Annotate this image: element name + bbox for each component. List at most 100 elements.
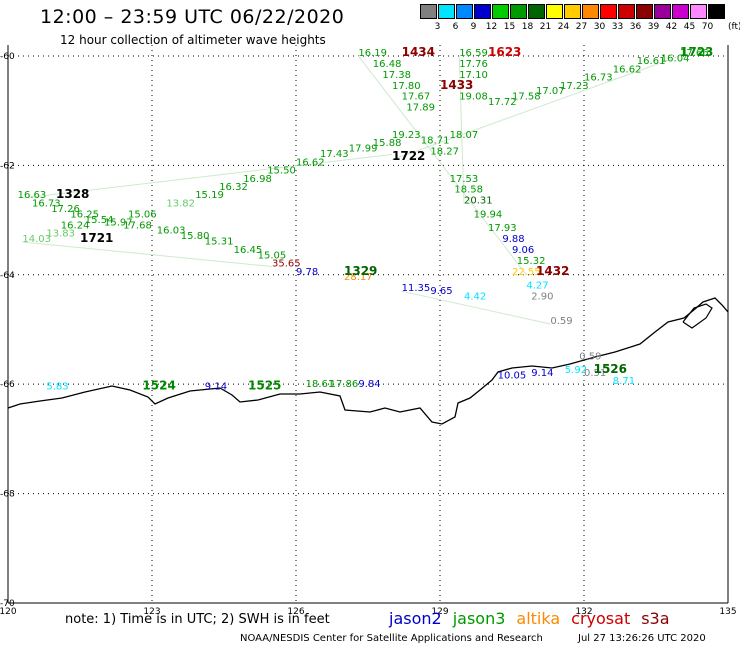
wave-height-value: 15.32 xyxy=(517,256,546,267)
wave-height-value: 16.98 xyxy=(243,174,272,185)
legend-label: 6 xyxy=(452,22,459,32)
wave-height-value: 17.72 xyxy=(488,97,517,108)
wave-height-value: 17.89 xyxy=(406,103,435,114)
pass-time-label: 1434 xyxy=(402,45,435,59)
wave-height-value: 16.62 xyxy=(613,64,642,75)
wave-height-value: 16.73 xyxy=(32,198,61,209)
satellite-key: jason2 jason3 altika cryosat s3a xyxy=(389,609,681,628)
satellite-track xyxy=(22,241,273,268)
wave-height-value: 13.83 xyxy=(46,228,75,239)
pass-time-label: 1432 xyxy=(536,264,569,278)
wave-height-value: 16.03 xyxy=(157,226,186,237)
wave-height-value: 17.53 xyxy=(450,174,479,185)
pass-time-label: 1721 xyxy=(80,231,113,245)
page-title: 12:00 – 23:59 UTC 06/22/2020 xyxy=(40,6,345,28)
wave-height-value: 18.61 xyxy=(306,379,335,390)
legend-swatch xyxy=(492,4,509,19)
wave-height-value: 28.17 xyxy=(344,272,373,283)
legend-swatch xyxy=(474,4,491,19)
wave-height-value: 0.59 xyxy=(550,316,572,327)
wave-height-value: 4.42 xyxy=(464,291,486,302)
wave-height-value: 5.92 xyxy=(565,365,587,376)
lat-tick-label: -70 xyxy=(0,599,15,609)
wave-height-value: 17.80 xyxy=(392,81,421,92)
wave-height-value: 5.83 xyxy=(46,382,68,393)
pass-time-label: 1328 xyxy=(56,187,89,201)
wave-height-value: 9.14 xyxy=(531,368,553,379)
wave-height-value: 16.19 xyxy=(358,48,387,59)
lon-tick-label: 135 xyxy=(719,607,736,617)
legend-label: 15 xyxy=(503,22,516,32)
wave-height-value: 19.94 xyxy=(474,209,503,220)
legend-swatch xyxy=(708,4,725,19)
wave-height-value: 16.25 xyxy=(70,209,99,220)
satellite-track xyxy=(358,55,527,276)
legend-unit: (ft) xyxy=(728,22,740,32)
pass-time-label: 1329 xyxy=(344,264,377,278)
wave-height-value: 35.65 xyxy=(272,259,301,270)
legend-label: 27 xyxy=(575,22,588,32)
legend-label: 42 xyxy=(665,22,678,32)
wave-height-value: 17.67 xyxy=(402,92,431,103)
legend-swatch xyxy=(528,4,545,19)
wave-height-value: 16.61 xyxy=(637,56,666,67)
wave-height-value: 15.19 xyxy=(195,190,224,201)
generated-timestamp: Jul 27 13:26:26 UTC 2020 xyxy=(578,633,706,644)
lon-tick-label: 120 xyxy=(0,607,17,617)
lon-tick-label: 126 xyxy=(287,607,304,617)
satellite-tracks xyxy=(22,55,681,325)
legend-swatch xyxy=(456,4,473,19)
wave-height-value: 17.68 xyxy=(123,220,152,231)
note-text: note: 1) Time is in UTC; 2) SWH is in fe… xyxy=(65,612,330,627)
wave-height-value: 13.82 xyxy=(166,198,195,209)
wave-height-value: 0.51 xyxy=(584,368,606,379)
wave-height-value: 16.48 xyxy=(373,59,402,70)
wave-height-value: 17.26 xyxy=(51,204,80,215)
wave-height-value: 16.32 xyxy=(219,182,248,193)
legend-swatch xyxy=(654,4,671,19)
satellite-key-jason3: jason3 xyxy=(452,609,506,628)
wave-height-value: 16.24 xyxy=(61,220,90,231)
pass-time-labels: 1328 1721 1722 1723 1434 1623 1433 1329 1432 1524… xyxy=(56,45,713,393)
wave-height-value: 16.63 xyxy=(18,190,47,201)
wave-height-value: 15.97 xyxy=(104,218,133,229)
pass-time-label: 1723 xyxy=(680,45,713,59)
wave-height-value: 8.71 xyxy=(613,376,635,387)
legend-swatch xyxy=(600,4,617,19)
wave-height-value: 17.76 xyxy=(459,59,488,70)
wave-height-value: 16.62 xyxy=(296,157,325,168)
wave-height-value: 18.27 xyxy=(430,146,459,157)
legend-label: 70 xyxy=(701,22,714,32)
wave-height-value: 18.07 xyxy=(450,130,479,141)
legend-swatch xyxy=(582,4,599,19)
satellite-track xyxy=(22,153,393,199)
wave-height-value: 17.99 xyxy=(349,144,378,155)
legend-label: 39 xyxy=(647,22,660,32)
wave-height-value: 17.23 xyxy=(560,81,589,92)
satellite-key-altika: altika xyxy=(516,609,561,628)
map-grid xyxy=(7,45,729,604)
legend-label: 36 xyxy=(629,22,642,32)
wave-height-value: 15.05 xyxy=(258,250,287,261)
lon-tick-label: 129 xyxy=(431,607,448,617)
wave-height-value: 9.84 xyxy=(358,379,380,390)
wave-height-value: 0.59 xyxy=(579,352,601,363)
legend-label: 45 xyxy=(683,22,696,32)
map-frame xyxy=(7,45,729,604)
lat-tick-label: -68 xyxy=(0,490,15,500)
wave-height-value: 10.05 xyxy=(498,371,527,382)
wave-height-value: 17.66 xyxy=(680,48,709,59)
legend-label: 21 xyxy=(539,22,552,32)
wave-height-value: 2.90 xyxy=(531,291,553,302)
legend-swatch xyxy=(564,4,581,19)
legend-swatch xyxy=(510,4,527,19)
wave-height-value: 11.35 xyxy=(402,283,431,294)
pass-time-label: 1524 xyxy=(142,379,175,393)
legend-swatch xyxy=(618,4,635,19)
wave-height-value: 15.31 xyxy=(205,237,234,248)
wave-height-value: 18.71 xyxy=(421,135,450,146)
coastline xyxy=(7,297,729,425)
